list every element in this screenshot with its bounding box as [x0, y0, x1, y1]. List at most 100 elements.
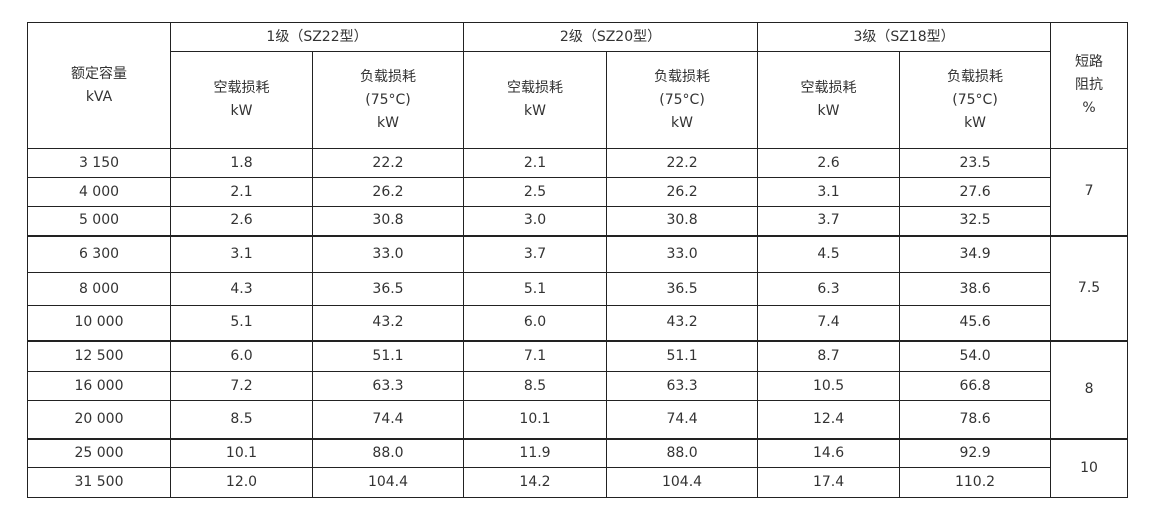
- text: 阻抗: [1075, 77, 1104, 93]
- text: 空载损耗: [213, 80, 270, 96]
- impedance-cell: 8: [1050, 339, 1129, 439]
- no-load-header: 空载损耗 kW: [170, 51, 313, 149]
- value-cell: 3.1: [170, 234, 313, 273]
- value-cell: 2.5: [463, 177, 608, 207]
- text: 负载损耗: [654, 68, 711, 85]
- value-cell: 10.1: [463, 400, 608, 439]
- value-cell: 33.0: [311, 234, 465, 273]
- text: kVA: [85, 88, 113, 105]
- impedance-cell: 7.5: [1050, 234, 1129, 341]
- data-row: 3 150 1.8 22.2 2.1 22.2 2.6 23.5 7: [27, 148, 1129, 236]
- value-cell: 26.2: [311, 177, 465, 207]
- value-cell: 45.6: [899, 305, 1052, 341]
- capacity-cell: 10 000: [27, 305, 171, 341]
- value-cell: 8.5: [463, 371, 608, 401]
- value-cell: 27.6: [899, 177, 1052, 207]
- text: kW: [524, 103, 546, 119]
- value-cell: 36.5: [311, 272, 465, 306]
- value-cell: 38.6: [899, 272, 1052, 306]
- capacity-cell: 6 300: [27, 234, 171, 273]
- load-header: 负载损耗 (75°C) kW: [606, 51, 759, 149]
- data-row: 31 500 12.0 104.4 14.2 104.4 17.4 110.2: [27, 467, 1128, 498]
- value-cell: 6.0: [170, 339, 313, 372]
- value-cell: 104.4: [311, 467, 465, 498]
- value-cell: 30.8: [606, 206, 759, 236]
- value-cell: 2.1: [170, 177, 313, 207]
- value-cell: 4.5: [757, 234, 901, 273]
- group-header: 2级（SZ20型）: [463, 22, 759, 52]
- value-cell: 23.5: [899, 148, 1052, 178]
- value-cell: 26.2: [606, 177, 759, 207]
- group-header: 3级（SZ18型）: [757, 22, 1052, 52]
- value-cell: 2.6: [757, 148, 901, 178]
- text: kW: [230, 103, 253, 119]
- load-header: 负载损耗 (75°C) kW: [899, 51, 1052, 149]
- text: (75°C): [952, 91, 998, 108]
- value-cell: 6.3: [757, 272, 901, 306]
- value-cell: 78.6: [899, 400, 1052, 439]
- value-cell: 12.0: [170, 467, 313, 498]
- text: kW: [817, 103, 840, 119]
- data-row: 6 300 3.1 33.0 3.7 33.0 4.5 34.9 7.5: [27, 234, 1129, 341]
- no-load-header: 空载损耗 kW: [757, 51, 901, 149]
- text: 空载损耗: [507, 80, 564, 96]
- value-cell: 4.3: [170, 272, 313, 306]
- value-cell: 10.1: [170, 437, 313, 468]
- capacity-cell: 20 000: [27, 400, 171, 439]
- data-row: 25 000 10.1 88.0 11.9 88.0 14.6 92.9 10: [27, 437, 1129, 498]
- value-cell: 43.2: [311, 305, 465, 341]
- capacity-cell: 16 000: [27, 371, 171, 401]
- value-cell: 63.3: [311, 371, 465, 401]
- table-body: 3 150 1.8 22.2 2.1 22.2 2.6 23.5 7 4 000 2.1 26.2 2…: [27, 148, 1129, 498]
- group-header: 1级（SZ22型）: [169, 22, 465, 52]
- capacity-cell: 12 500: [27, 339, 171, 372]
- text: kW: [671, 114, 693, 131]
- capacity-cell: 31 500: [27, 467, 171, 498]
- value-cell: 6.0: [463, 305, 608, 341]
- spec-table: 额定容量 kVA 1级（SZ22型） 2级（SZ20型） 3级（SZ18型） 短路…: [27, 22, 1129, 498]
- value-cell: 2.6: [170, 206, 313, 236]
- value-cell: 22.2: [311, 148, 465, 178]
- impedance-cell: 7: [1050, 148, 1129, 236]
- value-cell: 3.1: [757, 177, 901, 207]
- data-row: 8 000 4.3 36.5 5.1 36.5 6.3 38.6: [27, 272, 1128, 306]
- value-cell: 30.8: [311, 206, 465, 236]
- text: 空载损耗: [800, 80, 857, 96]
- capacity-cell: 3 150: [27, 148, 171, 178]
- value-cell: 88.0: [606, 437, 759, 468]
- text: 负载损耗: [360, 68, 416, 85]
- value-cell: 7.4: [757, 305, 901, 341]
- value-cell: 5.1: [463, 272, 608, 306]
- value-cell: 34.9: [899, 234, 1052, 273]
- data-row: 12 500 6.0 51.1 7.1 51.1 8.7 54.0 8: [27, 339, 1129, 439]
- text: (75°C): [659, 91, 705, 108]
- capacity-cell: 5 000: [27, 206, 171, 236]
- data-row: 5 000 2.6 30.8 3.0 30.8 3.7 32.5: [27, 206, 1128, 236]
- impedance-cell: 10: [1050, 437, 1129, 498]
- value-cell: 66.8: [899, 371, 1052, 401]
- value-cell: 110.2: [899, 467, 1052, 498]
- value-cell: 10.5: [757, 371, 901, 401]
- value-cell: 11.9: [463, 437, 608, 468]
- value-cell: 88.0: [311, 437, 465, 468]
- value-cell: 32.5: [899, 206, 1052, 236]
- text: 短路: [1075, 54, 1104, 70]
- value-cell: 8.7: [757, 339, 901, 372]
- value-cell: 36.5: [606, 272, 759, 306]
- value-cell: 22.2: [606, 148, 759, 178]
- value-cell: 43.2: [606, 305, 759, 341]
- value-cell: 3.7: [757, 206, 901, 236]
- load-header: 负载损耗 (75°C) kW: [311, 51, 465, 149]
- value-cell: 74.4: [606, 400, 759, 439]
- value-cell: 33.0: [606, 234, 759, 273]
- value-cell: 7.2: [170, 371, 313, 401]
- data-row: 4 000 2.1 26.2 2.5 26.2 3.1 27.6: [27, 177, 1128, 207]
- value-cell: 92.9: [899, 437, 1052, 468]
- header-row: 额定容量 kVA 1级（SZ22型） 2级（SZ20型） 3级（SZ18型） 短路…: [27, 22, 1129, 149]
- value-cell: 1.8: [170, 148, 313, 178]
- subheader-row: 空载损耗 kW 负载损耗 (75°C) kW 空载损耗 kW 负载损耗 (75°C) kW 空载损耗…: [28, 51, 1128, 149]
- value-cell: 17.4: [757, 467, 901, 498]
- value-cell: 51.1: [311, 339, 465, 372]
- text: (75°C): [365, 91, 411, 108]
